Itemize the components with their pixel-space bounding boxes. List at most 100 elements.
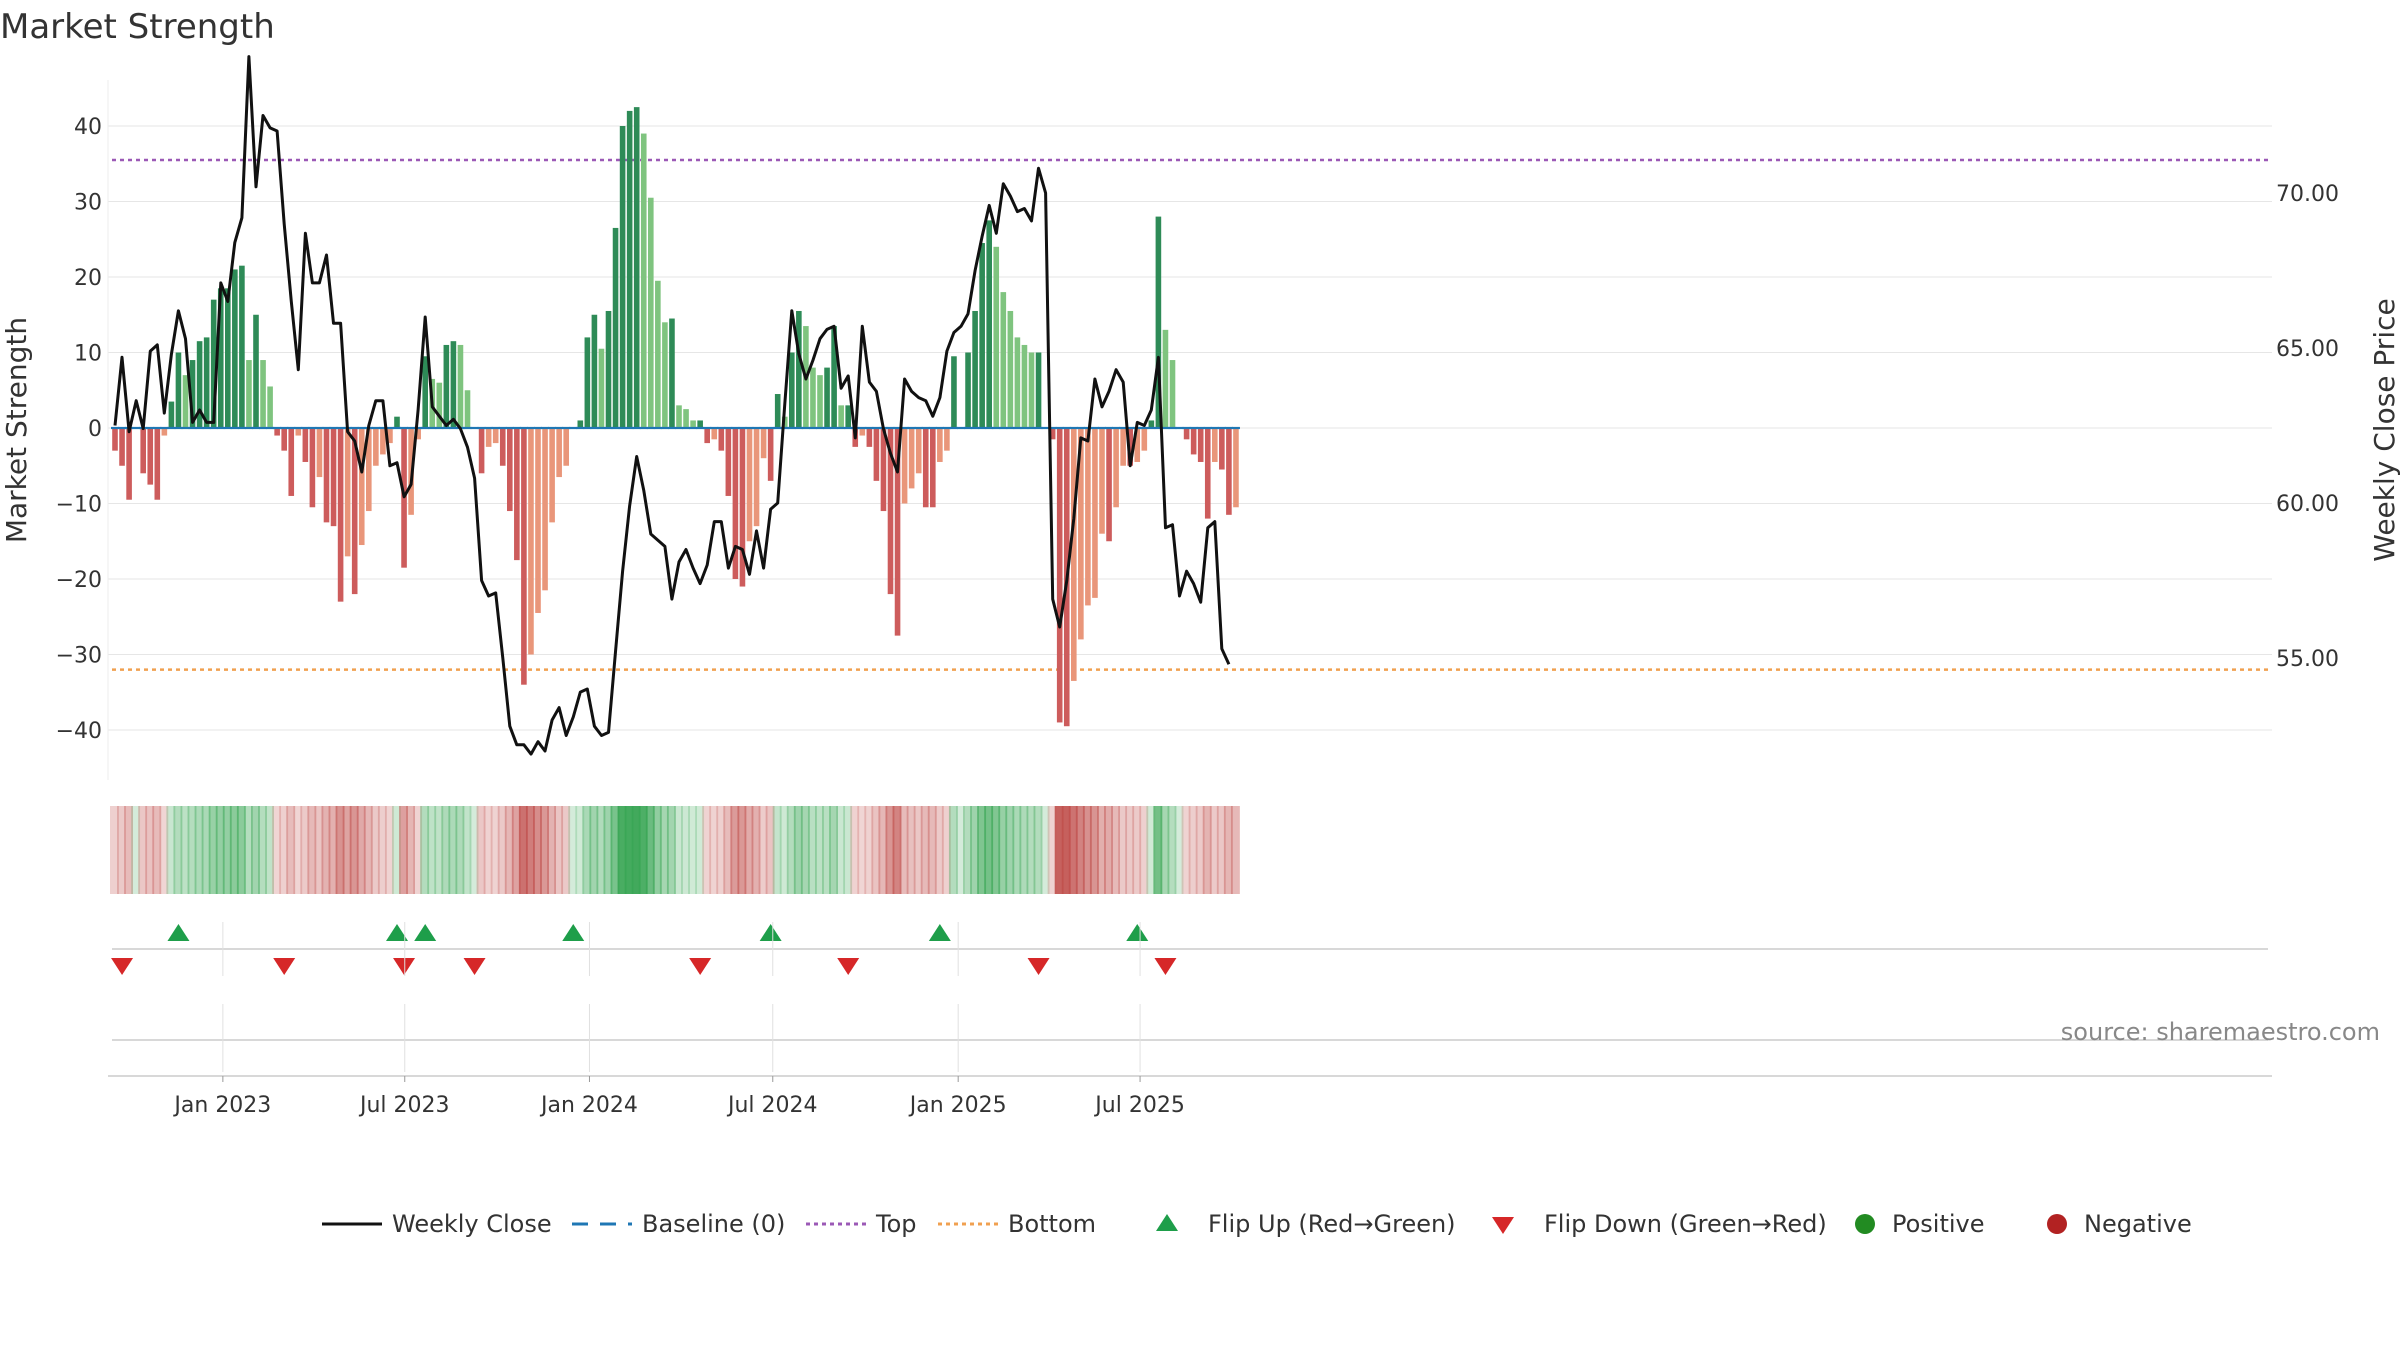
strength-bar: [908, 428, 915, 489]
strength-bar: [1183, 428, 1190, 440]
heat-cell: [744, 806, 755, 894]
strength-bar: [937, 428, 943, 462]
heat-cell: [413, 806, 424, 894]
strength-bar: [499, 428, 506, 466]
heat-cell: [1160, 806, 1171, 894]
strength-bar: [485, 428, 492, 447]
heat-cell: [222, 806, 233, 894]
heat-cell: [293, 806, 304, 894]
heat-cell: [793, 806, 804, 894]
strength-bar: [887, 428, 894, 595]
legend-down-icon: [1492, 1217, 1514, 1234]
strength-bar: [711, 428, 718, 440]
strength-bar: [965, 352, 971, 428]
strength-bar: [140, 428, 146, 474]
heat-cell: [180, 806, 191, 894]
heat-cell: [1054, 806, 1065, 894]
strength-bar: [549, 428, 555, 523]
heat-cell: [258, 806, 269, 894]
strength-bar: [260, 360, 266, 428]
heat-cell: [265, 806, 276, 894]
strength-bar: [915, 428, 922, 474]
strength-bar: [577, 420, 584, 428]
flip-down-marker: [463, 958, 486, 975]
strength-bar: [655, 280, 661, 428]
heat-cell: [941, 806, 952, 894]
strength-bar: [1021, 344, 1028, 428]
strength-bar: [161, 428, 168, 436]
heat-cell: [1216, 806, 1227, 894]
heat-cell: [998, 806, 1009, 894]
heat-cell: [1033, 806, 1044, 894]
heat-cell: [1082, 806, 1093, 894]
strength-bar: [1120, 428, 1126, 466]
strength-bar: [330, 428, 337, 527]
strength-bar: [288, 428, 295, 496]
x-axis-ticks: Jan 2023 Jul 2023 Jan 2024 Jul 2024 Jan 2025…: [172, 922, 1185, 1118]
heat-cell: [1047, 806, 1058, 894]
heat-cell: [124, 806, 135, 894]
heat-cell: [1026, 806, 1037, 894]
strength-bar: [344, 428, 351, 557]
heat-cell: [645, 806, 656, 894]
heat-cell: [850, 806, 861, 894]
strength-bar: [626, 110, 633, 429]
legend-item: Baseline (0): [572, 1210, 785, 1238]
heat-strip: [110, 806, 1243, 894]
y-tick-label-right: 60.00: [2276, 492, 2339, 517]
strength-bar: [1169, 360, 1176, 428]
strength-bar: [323, 428, 330, 523]
strength-bar: [986, 220, 992, 428]
heat-cell: [765, 806, 776, 894]
strength-bar: [380, 428, 386, 455]
heat-cell: [631, 806, 642, 894]
legend-label: Negative: [2084, 1210, 2192, 1238]
strength-bar: [1035, 352, 1042, 428]
strength-bar: [422, 356, 428, 428]
strength-bar: [880, 428, 887, 512]
strength-bar: [605, 310, 612, 428]
heat-cell: [131, 806, 142, 894]
strength-bar: [556, 428, 562, 478]
strength-bar: [507, 428, 513, 512]
strength-bar: [831, 326, 837, 428]
heat-cell: [236, 806, 247, 894]
heat-cell: [321, 806, 332, 894]
heat-cell: [659, 806, 670, 894]
heat-cell: [1089, 806, 1100, 894]
strength-bar: [464, 390, 471, 428]
heat-cell: [1104, 806, 1115, 894]
heat-cell: [1188, 806, 1199, 894]
strength-bar: [1141, 428, 1148, 451]
heat-cell: [448, 806, 459, 894]
strength-bar: [415, 428, 421, 440]
heat-cell: [807, 806, 818, 894]
heat-cell: [1061, 806, 1072, 894]
strength-bar: [1134, 428, 1141, 462]
y-tick-label-left: −30: [56, 644, 102, 669]
heat-cell: [815, 806, 825, 894]
strength-bar: [1226, 428, 1232, 515]
strength-bar: [351, 428, 358, 595]
strength-bar: [267, 386, 273, 428]
strength-bar: [1007, 310, 1014, 428]
heat-cell: [758, 806, 769, 894]
heat-cell: [652, 806, 663, 894]
strength-bar: [922, 428, 929, 508]
flip-down-marker: [837, 958, 860, 975]
heat-cell: [857, 806, 868, 894]
strength-bar: [394, 416, 400, 428]
strength-bar: [373, 428, 379, 466]
heat-cell: [342, 806, 353, 894]
heat-cell: [843, 806, 854, 894]
strength-bar: [676, 405, 682, 428]
heat-cell: [420, 806, 431, 894]
heat-cell: [441, 806, 452, 894]
strength-bar: [112, 428, 118, 451]
heat-cell: [603, 806, 614, 894]
heat-cell: [243, 806, 254, 894]
heat-cell: [1153, 806, 1164, 894]
heat-cell: [1223, 806, 1234, 894]
strength-bar: [1078, 428, 1084, 640]
legend-label: Top: [875, 1210, 917, 1238]
